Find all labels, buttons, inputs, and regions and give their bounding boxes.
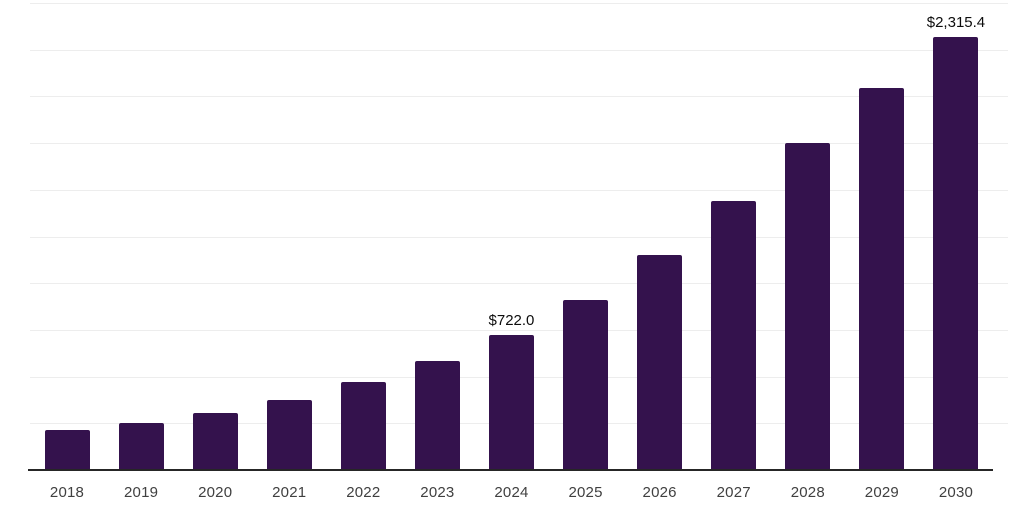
data-label-2030: $2,315.4: [926, 14, 986, 32]
x-tick-label-2019: 2019: [123, 484, 159, 501]
x-tick-label-2024: 2024: [494, 484, 529, 501]
bar-2019[interactable]: [118, 423, 164, 470]
x-tick-label-2030: 2030: [938, 484, 974, 501]
x-tick-label-2023: 2023: [420, 484, 455, 501]
data-label-2024: $722.0: [488, 312, 535, 330]
bar-2018[interactable]: [44, 430, 90, 470]
gridline: [30, 189, 1008, 191]
x-tick-label-2029: 2029: [864, 484, 899, 501]
x-tick-label-2018: 2018: [49, 484, 85, 501]
gridline: [30, 49, 1008, 51]
bar-2024[interactable]: [488, 335, 534, 470]
x-tick-label-2020: 2020: [198, 484, 233, 501]
gridline: [30, 96, 1008, 98]
x-axis-line: [28, 469, 993, 471]
x-tick-label-2028: 2028: [790, 484, 825, 501]
bar-2023[interactable]: [414, 361, 460, 470]
bar-2021[interactable]: [266, 399, 312, 470]
bar-2020[interactable]: [192, 413, 238, 470]
gridline: [30, 3, 1008, 4]
x-tick-label-2027: 2027: [716, 484, 751, 501]
x-tick-label-2021: 2021: [272, 484, 307, 501]
x-tick-label-2026: 2026: [642, 484, 677, 501]
bar-2026[interactable]: [637, 254, 683, 470]
gridline: [30, 143, 1008, 145]
gridline: [30, 283, 1008, 285]
x-tick-label-2022: 2022: [346, 484, 381, 501]
gridline: [30, 329, 1008, 331]
bar-2022[interactable]: [340, 381, 386, 470]
bar-2028[interactable]: [785, 143, 831, 470]
x-tick-label-2025: 2025: [568, 484, 603, 501]
gridline: [30, 236, 1008, 238]
bar-2025[interactable]: [563, 300, 609, 470]
bar-2029[interactable]: [859, 87, 905, 470]
bar-2027[interactable]: [711, 201, 757, 470]
bar-2030[interactable]: [933, 37, 979, 470]
